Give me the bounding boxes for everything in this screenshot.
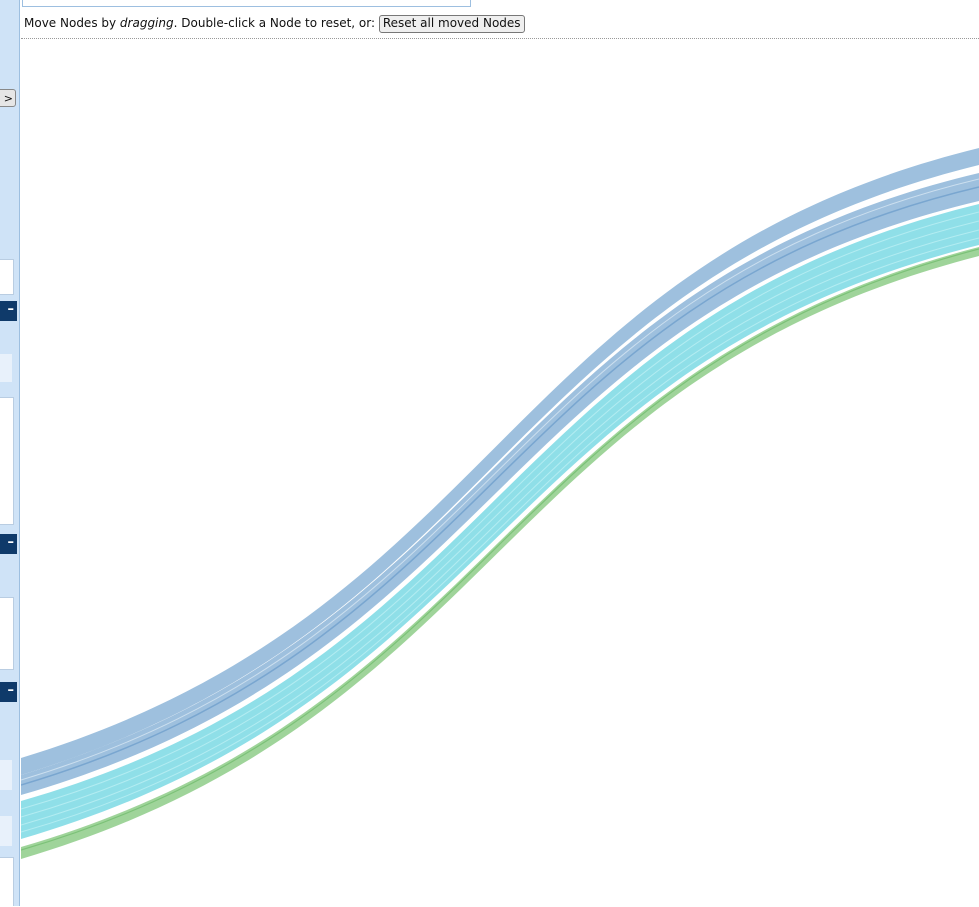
instructions-suffix: . Double-click a Node to reset, or:: [173, 16, 379, 30]
sankey-canvas: [21, 38, 979, 906]
data-input-area[interactable]: [22, 0, 471, 7]
flow-band-2-highlight: [21, 178, 979, 781]
flow-band-3[interactable]: [21, 204, 979, 839]
sidebar-section-collapse-button-1[interactable]: –: [0, 301, 17, 321]
sidebar-toggle-button[interactable]: w >: [0, 89, 16, 107]
sidebar-row-3: [0, 816, 12, 846]
sidebar-textarea-1[interactable]: [0, 397, 14, 525]
flow-band-3-lines: [21, 211, 979, 833]
sidebar-input-box-2[interactable]: [0, 857, 14, 906]
instructions-emphasis: dragging: [119, 16, 174, 30]
sankey-diagram: [21, 148, 979, 859]
drag-instructions: Move Nodes by dragging. Double-click a N…: [24, 14, 525, 34]
sidebar-input-box[interactable]: [0, 259, 14, 295]
sidebar-textarea-2[interactable]: [0, 597, 14, 670]
instructions-prefix: Move Nodes by: [24, 16, 120, 30]
sidebar-section-collapse-button-3[interactable]: –: [0, 682, 17, 702]
left-sidebar: w > – – –: [0, 0, 20, 906]
flow-band-2[interactable]: [21, 173, 979, 795]
sidebar-section-collapse-button-2[interactable]: –: [0, 534, 17, 554]
flow-band-4-line: [21, 248, 979, 851]
flow-band-2-line: [21, 186, 979, 786]
sidebar-row-2: [0, 760, 12, 790]
sidebar-row-1: [0, 354, 12, 382]
reset-moved-nodes-button[interactable]: Reset all moved Nodes: [378, 14, 525, 33]
